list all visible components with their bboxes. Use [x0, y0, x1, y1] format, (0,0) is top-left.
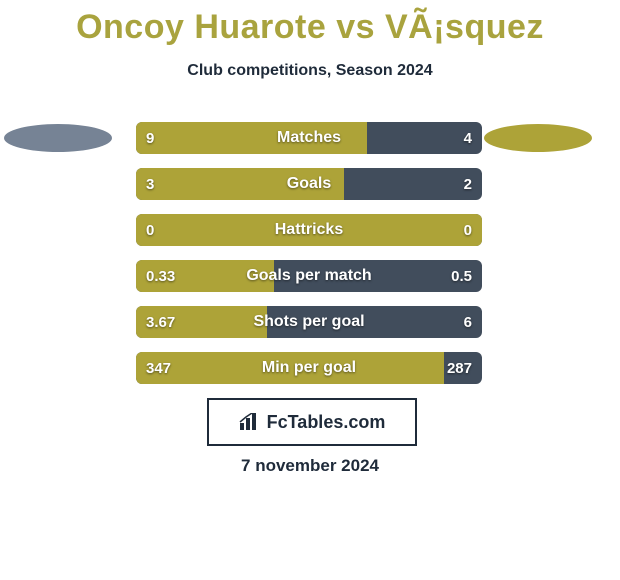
- stat-row: 94Matches: [136, 122, 482, 154]
- stat-bar-left: [136, 122, 367, 154]
- brand-box: FcTables.com: [207, 398, 417, 446]
- stat-right-value: 287: [447, 352, 472, 384]
- stat-row: 0.330.5Goals per match: [136, 260, 482, 292]
- brand-text: FcTables.com: [267, 412, 386, 433]
- stat-bar-left: [136, 260, 274, 292]
- brand-chart-icon: [239, 413, 261, 431]
- date-text: 7 november 2024: [0, 456, 620, 476]
- stat-row: 347287Min per goal: [136, 352, 482, 384]
- stat-bar-left: [136, 352, 444, 384]
- stat-right-value: 2: [464, 168, 472, 200]
- side-ellipse: [484, 174, 592, 202]
- page-subtitle: Club competitions, Season 2024: [0, 62, 620, 80]
- stat-bar-left: [136, 168, 344, 200]
- side-ellipse: [484, 124, 592, 152]
- stat-right-value: 0.5: [451, 260, 472, 292]
- stat-right-value: 4: [464, 122, 472, 154]
- side-ellipse: [4, 174, 112, 202]
- stat-row: 32Goals: [136, 168, 482, 200]
- stat-bar-left: [136, 214, 482, 246]
- comparison-infographic: Oncoy Huarote vs VÃ¡squez Club competiti…: [0, 0, 620, 580]
- side-ellipse: [4, 124, 112, 152]
- page-title: Oncoy Huarote vs VÃ¡squez: [0, 8, 620, 47]
- stat-right-value: 6: [464, 306, 472, 338]
- stat-bar-left: [136, 306, 267, 338]
- stat-row: 3.676Shots per goal: [136, 306, 482, 338]
- stat-row: 00Hattricks: [136, 214, 482, 246]
